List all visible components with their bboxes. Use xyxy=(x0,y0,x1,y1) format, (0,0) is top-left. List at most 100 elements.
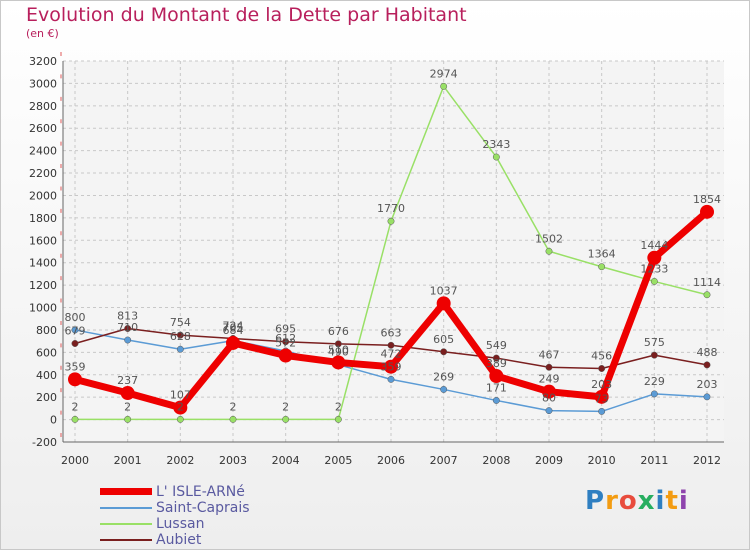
series-point xyxy=(650,277,658,285)
data-label: 456 xyxy=(591,349,612,362)
series-point xyxy=(703,291,711,299)
y-tick-label: 400 xyxy=(36,369,57,382)
legend-label: L' ISLE-ARNé xyxy=(156,484,245,500)
y-tick-label: 1400 xyxy=(29,257,57,270)
series-point xyxy=(334,340,342,348)
x-tick-label: 2011 xyxy=(640,454,668,467)
x-tick-label: 2005 xyxy=(324,454,352,467)
data-label: 490 xyxy=(328,346,349,359)
y-tick-label: 3200 xyxy=(29,55,57,68)
series-point xyxy=(440,82,448,90)
data-label: 510 xyxy=(328,343,349,356)
series-point xyxy=(120,386,135,401)
series-point xyxy=(124,415,132,423)
data-label: 1114 xyxy=(693,276,721,289)
data-label: 1770 xyxy=(377,202,405,215)
data-label: 2974 xyxy=(430,67,458,80)
data-label: 1444 xyxy=(640,239,668,252)
y-tick-label: 2000 xyxy=(29,189,57,202)
data-label: 237 xyxy=(117,374,138,387)
series-point xyxy=(545,363,553,371)
legend-swatch xyxy=(100,488,152,495)
y-tick-label: 0 xyxy=(50,414,57,427)
y-tick-label: 1200 xyxy=(29,279,57,292)
data-label: 80 xyxy=(542,392,556,405)
data-label: 800 xyxy=(65,311,86,324)
series-point xyxy=(387,341,395,349)
data-label: 2 xyxy=(177,400,184,413)
data-label: 107 xyxy=(170,389,191,402)
series-point xyxy=(545,247,553,255)
data-label: 2 xyxy=(282,400,289,413)
y-tick-label: -200 xyxy=(32,436,57,449)
data-label: 679 xyxy=(65,325,86,338)
series-point xyxy=(176,345,184,353)
series-point xyxy=(334,415,342,423)
y-tick-label: 2400 xyxy=(29,145,57,158)
x-tick-label: 2002 xyxy=(166,454,194,467)
legend-swatch xyxy=(100,523,152,525)
chart-title: Evolution du Montant de la Dette par Hab… xyxy=(26,4,467,26)
data-label: 2343 xyxy=(482,138,510,151)
legend-label: Saint-Caprais xyxy=(156,500,250,516)
data-label: 1037 xyxy=(430,284,458,297)
series-point xyxy=(492,153,500,161)
series-point xyxy=(173,400,188,415)
data-label: 467 xyxy=(539,348,560,361)
series-point xyxy=(71,415,79,423)
data-label: 663 xyxy=(381,326,402,339)
data-label: 249 xyxy=(539,373,560,386)
y-tick-label: 2200 xyxy=(29,167,57,180)
proxiti-logo: Proxiti xyxy=(585,486,689,516)
x-tick-label: 2003 xyxy=(219,454,247,467)
data-label: 724 xyxy=(223,319,244,332)
data-label: 710 xyxy=(117,321,138,334)
legend-item: Aubiet xyxy=(100,532,400,548)
series-point xyxy=(176,415,184,423)
y-tick-label: 800 xyxy=(36,324,57,337)
legend-item: Saint-Caprais xyxy=(100,500,400,516)
x-tick-label: 2008 xyxy=(482,454,510,467)
legend-label: Lussan xyxy=(156,516,205,532)
data-label: 612 xyxy=(275,332,296,345)
data-label: 2 xyxy=(230,400,237,413)
data-label: 549 xyxy=(486,339,507,352)
series-point xyxy=(226,335,240,350)
data-label: 754 xyxy=(170,316,191,329)
y-tick-label: 2800 xyxy=(29,100,57,113)
series-point xyxy=(176,331,184,339)
y-tick-label: 1800 xyxy=(29,212,57,225)
data-label: 73 xyxy=(595,392,609,405)
data-label: 171 xyxy=(486,381,507,394)
data-label: 1233 xyxy=(640,262,668,275)
plot-area xyxy=(63,61,724,442)
series-point xyxy=(598,263,606,271)
series-point xyxy=(650,390,658,398)
data-label: 813 xyxy=(117,309,138,322)
x-tick-label: 2006 xyxy=(377,454,405,467)
series-point xyxy=(124,325,132,332)
data-label: 572 xyxy=(275,336,296,349)
x-tick-label: 2009 xyxy=(535,454,563,467)
data-label: 389 xyxy=(486,357,507,370)
data-label: 488 xyxy=(697,346,718,359)
y-tick-label: 3000 xyxy=(29,77,57,90)
y-tick-label: 2600 xyxy=(29,122,57,135)
data-label: 575 xyxy=(644,336,665,349)
series-point xyxy=(282,415,290,423)
series-point xyxy=(647,250,662,265)
series-point xyxy=(71,326,79,334)
x-tick-label: 2001 xyxy=(114,454,142,467)
series-point xyxy=(542,384,556,399)
data-label: 229 xyxy=(644,375,665,388)
data-label: 676 xyxy=(328,325,349,338)
x-tick-label: 2010 xyxy=(588,454,616,467)
series-point xyxy=(71,340,79,347)
data-label: 472 xyxy=(381,348,402,361)
data-label: 203 xyxy=(697,378,718,391)
series-point xyxy=(489,368,504,383)
series-point xyxy=(282,338,290,346)
data-label: 1854 xyxy=(693,193,721,206)
legend-label: Aubiet xyxy=(156,532,202,548)
